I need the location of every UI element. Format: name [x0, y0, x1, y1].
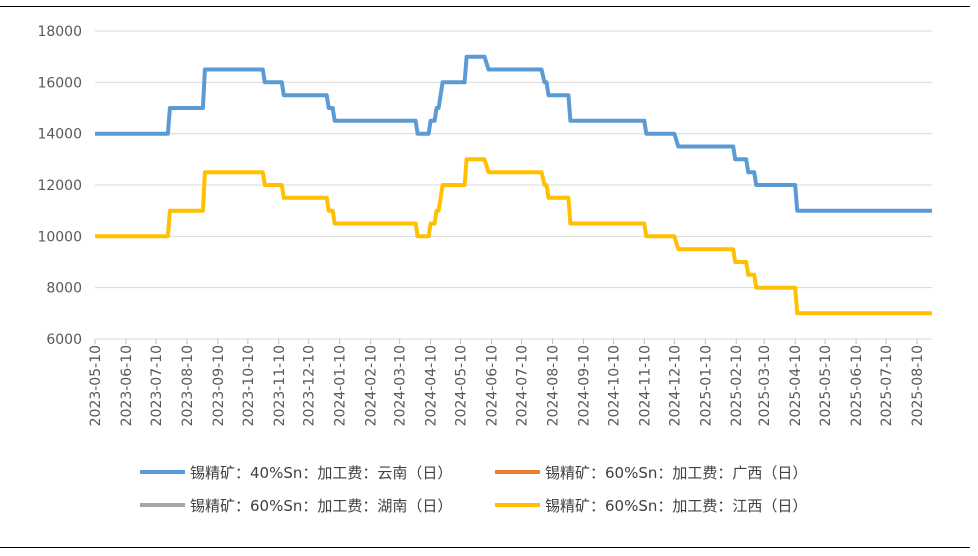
series-line-3	[95, 157, 932, 316]
x-tick-label: 2024-09-10	[576, 345, 592, 426]
bottom-rule	[0, 547, 970, 548]
y-tick-label: 16000	[37, 75, 82, 91]
x-tick-label: 2024-08-10	[545, 345, 561, 426]
y-tick-label: 10000	[37, 229, 82, 245]
series-lines	[95, 54, 932, 316]
x-tick-label: 2024-12-10	[667, 345, 683, 426]
x-tick-label: 2023-11-10	[272, 345, 288, 426]
x-axis-ticks: 2023-05-10 2023-06-10 2023-07-10 2023-08-10…	[88, 339, 926, 426]
x-tick-label: 2024-03-10	[393, 345, 409, 426]
y-tick-label: 18000	[37, 24, 82, 40]
top-rule	[0, 6, 970, 7]
x-tick-label: 2023-08-10	[180, 345, 196, 426]
x-tick-label: 2025-08-10	[910, 345, 926, 426]
x-tick-label: 2023-12-10	[302, 345, 318, 426]
x-tick-label: 2025-04-10	[788, 345, 804, 426]
x-tick-label: 2023-07-10	[149, 345, 165, 426]
x-tick-label: 2025-01-10	[698, 345, 714, 426]
x-tick-label: 2024-01-10	[333, 345, 349, 426]
x-tick-label: 2025-02-10	[729, 345, 745, 426]
legend-label: 锡精矿：60%Sn：加工费：江西（日）	[545, 497, 807, 515]
legend-label: 锡精矿：60%Sn：加工费：广西（日）	[545, 464, 807, 482]
series-line-0	[95, 54, 932, 213]
x-tick-label: 2023-05-10	[88, 345, 104, 426]
x-tick-label: 2025-06-10	[849, 345, 865, 426]
x-tick-label: 2025-03-10	[757, 345, 773, 426]
y-tick-label: 12000	[37, 178, 82, 194]
x-tick-label: 2023-09-10	[211, 345, 227, 426]
x-tick-label: 2025-05-10	[818, 345, 834, 426]
y-axis-ticks: 6000 8000 10000 12000 14000 16000 18000	[37, 24, 82, 348]
legend-label: 锡精矿：60%Sn：加工费：湖南（日）	[190, 497, 452, 515]
legend-label: 锡精矿：40%Sn：加工费：云南（日）	[190, 464, 452, 482]
x-tick-label: 2024-06-10	[485, 345, 501, 426]
legend: 锡精矿：40%Sn：加工费：云南（日） 锡精矿：60%Sn：加工费：广西（日） 锡精…	[140, 464, 807, 515]
x-tick-label: 2023-06-10	[119, 345, 135, 426]
x-tick-label: 2025-07-10	[879, 345, 895, 426]
gridlines	[95, 30, 932, 340]
x-tick-label: 2024-04-10	[424, 345, 440, 426]
y-tick-label: 6000	[46, 332, 82, 348]
x-tick-label: 2024-02-10	[364, 345, 380, 426]
x-tick-label: 2024-05-10	[454, 345, 470, 426]
x-tick-label: 2024-11-10	[637, 345, 653, 426]
x-tick-label: 2024-07-10	[514, 345, 530, 426]
x-tick-label: 2024-10-10	[606, 345, 622, 426]
y-tick-label: 8000	[46, 281, 82, 297]
y-tick-label: 14000	[37, 127, 82, 143]
x-tick-label: 2023-10-10	[241, 345, 257, 426]
